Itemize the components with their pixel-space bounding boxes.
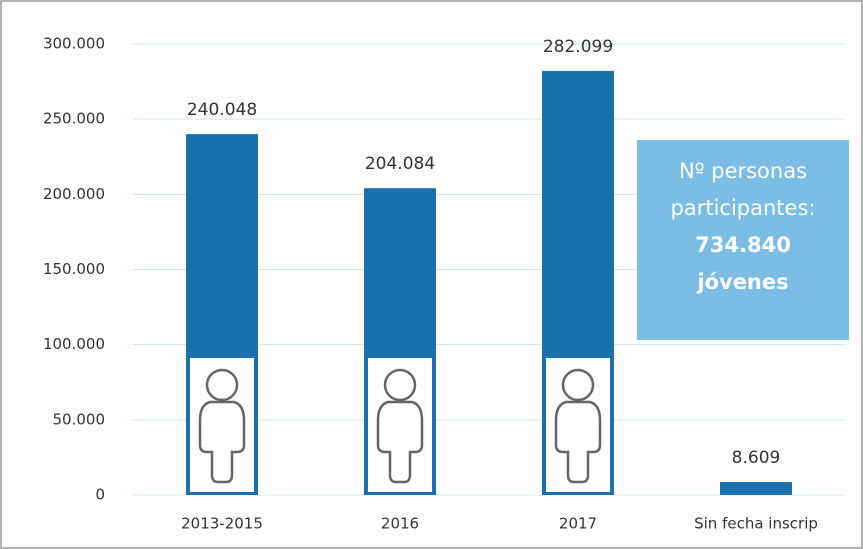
annotation-text: 734.840 <box>695 233 791 257</box>
x-tick-label: Sin fecha inscrip <box>694 515 818 533</box>
icon-body <box>554 400 602 484</box>
y-tick-label: 250.000 <box>43 110 105 128</box>
y-tick-label: 150.000 <box>43 260 105 278</box>
y-tick-label: 300.000 <box>43 35 105 53</box>
person-icon <box>368 358 432 492</box>
bar <box>720 482 792 495</box>
x-tick-label: 2013-2015 <box>181 515 263 533</box>
annotation-text: participantes: <box>671 196 816 220</box>
icon-head <box>383 368 417 402</box>
value-label: 204.084 <box>365 154 435 174</box>
y-tick-label: 0 <box>95 486 105 504</box>
y-tick-label: 200.000 <box>43 185 105 203</box>
person-icon <box>190 358 254 492</box>
annotation-text: jóvenes <box>696 270 788 294</box>
icon-head <box>561 368 595 402</box>
value-label: 282.099 <box>543 37 613 57</box>
icon-head <box>205 368 239 402</box>
annotation-box <box>637 140 849 340</box>
value-label: 8.609 <box>732 448 781 468</box>
icon-body <box>198 400 246 484</box>
person-icon <box>546 358 610 492</box>
y-tick-label: 100.000 <box>43 335 105 353</box>
x-tick-label: 2016 <box>381 515 419 533</box>
annotation-text: Nº personas <box>679 159 807 183</box>
icon-body <box>376 400 424 484</box>
y-tick-label: 50.000 <box>53 410 106 428</box>
x-tick-label: 2017 <box>559 515 597 533</box>
value-label: 240.048 <box>187 100 257 120</box>
